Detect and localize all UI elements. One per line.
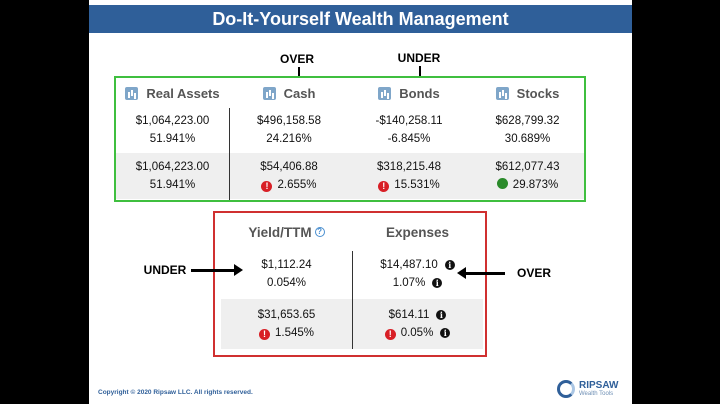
ok-status-icon[interactable] xyxy=(496,178,508,189)
left-arrow-icon xyxy=(457,267,505,279)
percent: 1.07% xyxy=(392,277,426,289)
expenses-current: $14,487.10 i 1.07% i xyxy=(352,251,483,297)
warning-icon[interactable]: ! xyxy=(384,329,396,340)
warning-icon[interactable]: ! xyxy=(258,329,270,340)
header-label: Real Assets xyxy=(146,85,220,101)
header-label: Stocks xyxy=(516,85,560,101)
amount-line: $614.11 i xyxy=(389,306,447,324)
amount: $628,799.32 xyxy=(495,115,560,127)
amount: $318,215.48 xyxy=(377,161,441,173)
percent: 51.941% xyxy=(149,133,196,145)
bonds-target: $318,215.48 ! 15.531% xyxy=(349,153,469,199)
percent: 0.05% xyxy=(400,327,434,339)
amount: $31,653.65 xyxy=(257,309,316,321)
percent-line: ! 0.05% i xyxy=(384,324,451,342)
column-divider xyxy=(352,251,353,349)
percent-line: ! 15.531% xyxy=(378,176,440,194)
bonds-current: -$140,258.11 -6.845% xyxy=(349,108,469,152)
percent: 30.689% xyxy=(504,133,551,145)
yield-current: $1,112.24 0.054% xyxy=(221,251,352,297)
info-icon[interactable]: i xyxy=(440,328,451,338)
bar-chart-icon xyxy=(262,86,276,100)
info-icon[interactable]: i xyxy=(444,260,455,270)
percent: -6.845% xyxy=(387,133,431,145)
copyright-text: Copyright © 2020 Ripsaw LLC. All rights … xyxy=(98,389,253,396)
allocation-panel: Real Assets Cash Bonds Stocks $1,064,223… xyxy=(114,76,586,202)
percent: 29.873% xyxy=(512,179,559,191)
bonds-under-label: UNDER xyxy=(397,51,441,65)
header-expenses[interactable]: Expenses xyxy=(352,213,483,251)
stocks-target: $612,077.43 29.873% xyxy=(469,153,586,199)
help-icon[interactable]: ? xyxy=(314,227,325,237)
header-label: Bonds xyxy=(399,85,440,101)
percent: 51.941% xyxy=(149,179,196,191)
amount: -$140,258.11 xyxy=(375,115,443,127)
warning-icon[interactable]: ! xyxy=(378,181,390,192)
cash-target: $54,406.88 ! 2.655% xyxy=(229,153,349,199)
header-label: Expenses xyxy=(385,224,450,240)
allocation-header: Real Assets Cash Bonds Stocks xyxy=(116,78,584,108)
yield-under-label: UNDER xyxy=(143,263,187,277)
bar-chart-icon xyxy=(378,86,392,100)
header-real-assets[interactable]: Real Assets xyxy=(116,78,229,108)
amount: $1,064,223.00 xyxy=(135,161,210,173)
percent: 1.545% xyxy=(274,327,314,339)
right-arrow-icon xyxy=(191,264,243,276)
logo-name: RIPSAW xyxy=(579,379,619,391)
bar-chart-icon xyxy=(495,86,509,100)
percent-line: 29.873% xyxy=(496,176,559,194)
amount: $496,158.58 xyxy=(257,115,321,127)
header-yield[interactable]: Yield/TTM ? xyxy=(221,213,352,251)
header-label: Yield/TTM xyxy=(248,224,312,240)
percent-line: ! 2.655% xyxy=(261,176,317,194)
info-icon[interactable]: i xyxy=(436,310,447,320)
amount-line: $14,487.10 i xyxy=(380,256,455,274)
allocation-target-row: $1,064,223.00 51.941% $54,406.88 ! 2.655%… xyxy=(116,153,584,199)
percent: 24.216% xyxy=(266,133,312,145)
slide-title: Do-It-Yourself Wealth Management xyxy=(89,5,632,33)
ripsaw-logo: RIPSAW Wealth Tools xyxy=(557,380,618,398)
amount: $1,112.24 xyxy=(261,259,312,271)
slide: Do-It-Yourself Wealth Management OVER UN… xyxy=(89,0,632,404)
header-bonds[interactable]: Bonds xyxy=(349,78,469,108)
header-cash[interactable]: Cash xyxy=(229,78,349,108)
header-label: Cash xyxy=(283,85,316,101)
amount: $612,077.43 xyxy=(495,161,560,173)
stocks-current: $628,799.32 30.689% xyxy=(469,108,586,152)
income-current-row: $1,112.24 0.054% $14,487.10 i 1.07% i xyxy=(221,251,483,297)
amount: $54,406.88 xyxy=(260,161,318,173)
percent: 2.655% xyxy=(277,179,317,191)
amount: $614.11 xyxy=(388,309,430,321)
percent: 0.054% xyxy=(266,277,306,289)
amount: $1,064,223.00 xyxy=(135,115,210,127)
expenses-over-label: OVER xyxy=(516,266,551,280)
allocation-current-row: $1,064,223.00 51.941% $496,158.58 24.216… xyxy=(116,108,584,152)
cash-over-label: OVER xyxy=(279,52,314,66)
ripsaw-logo-icon xyxy=(557,380,575,398)
yield-target: $31,653.65 ! 1.545% xyxy=(221,299,352,349)
percent: 15.531% xyxy=(394,179,440,191)
income-table: Yield/TTM ? Expenses $1,112.24 0.054% $1… xyxy=(221,213,483,349)
real-assets-current: $1,064,223.00 51.941% xyxy=(116,108,229,152)
bar-chart-icon xyxy=(125,86,139,100)
percent-line: ! 1.545% xyxy=(258,324,314,342)
logo-tagline: Wealth Tools xyxy=(579,390,614,397)
header-stocks[interactable]: Stocks xyxy=(469,78,586,108)
percent-line: 1.07% i xyxy=(393,274,443,292)
real-assets-target: $1,064,223.00 51.941% xyxy=(116,153,229,199)
amount: $14,487.10 xyxy=(380,259,438,271)
cash-current: $496,158.58 24.216% xyxy=(229,108,349,152)
info-icon[interactable]: i xyxy=(432,278,443,288)
expenses-target: $614.11 i ! 0.05% i xyxy=(352,299,483,349)
warning-icon[interactable]: ! xyxy=(261,181,273,192)
column-divider xyxy=(229,108,230,200)
income-panel: Yield/TTM ? Expenses $1,112.24 0.054% $1… xyxy=(213,211,487,357)
